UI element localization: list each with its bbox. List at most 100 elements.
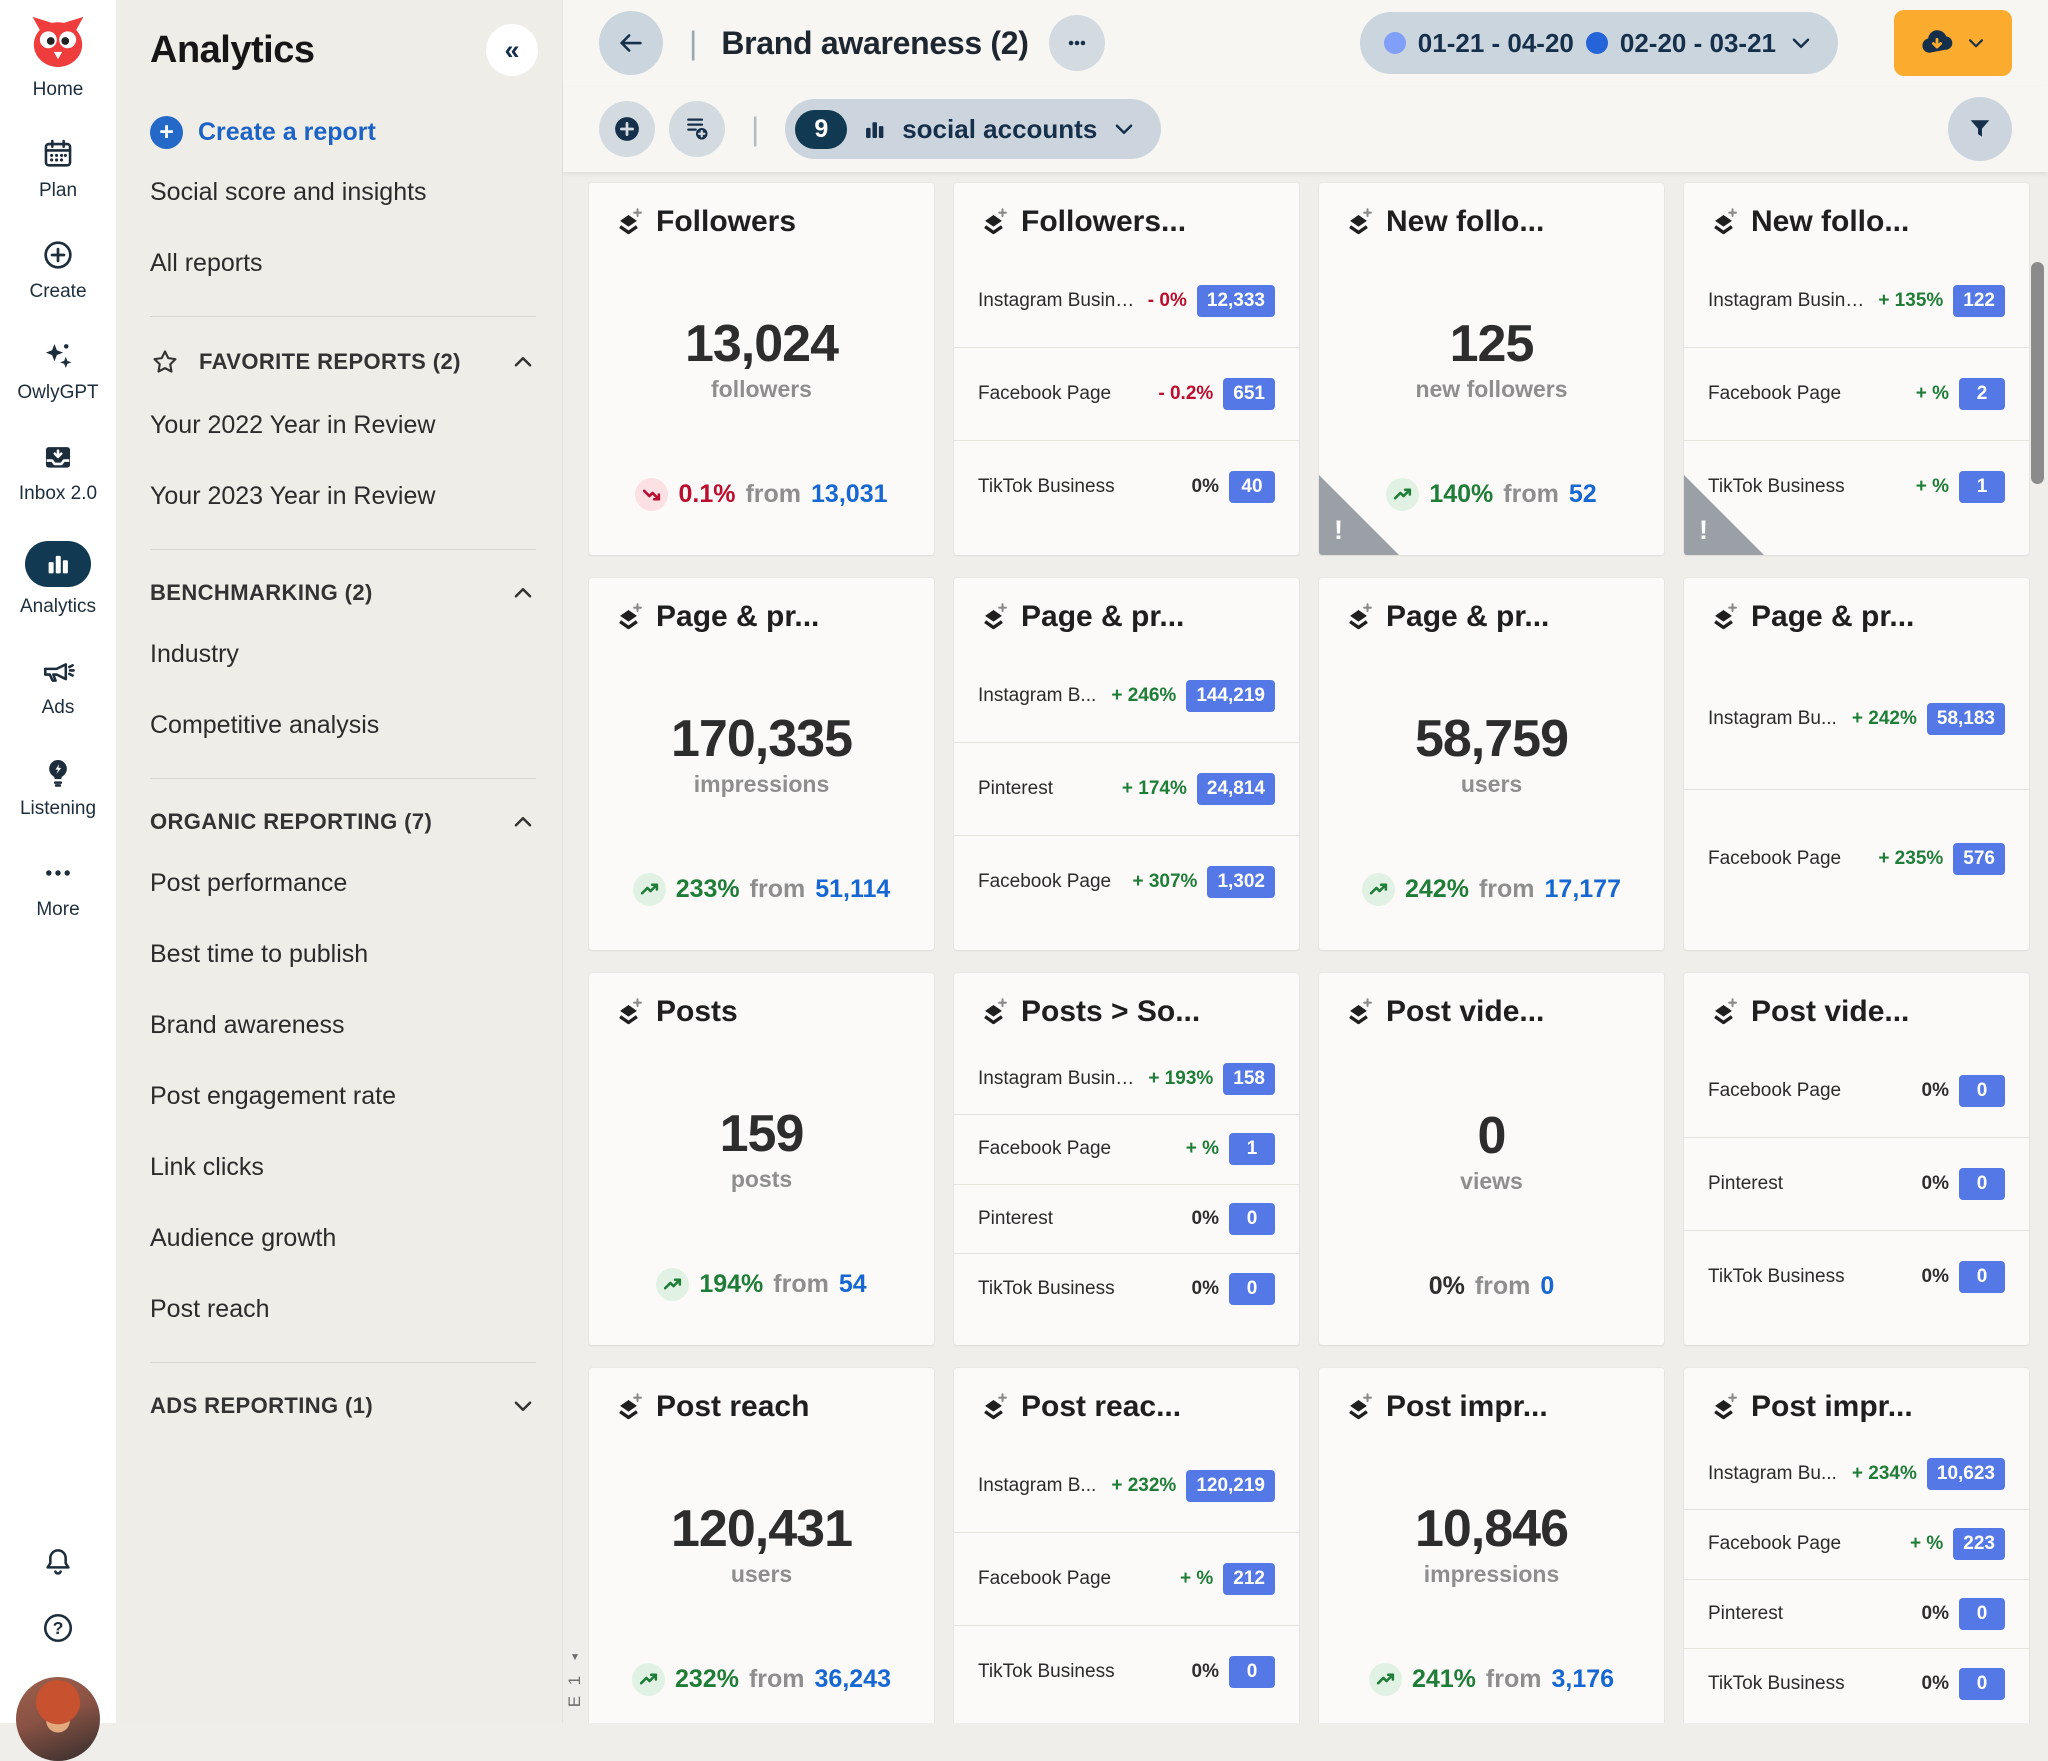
card-new-follo[interactable]: New follo... 125 new followers 140% from 52! — [1319, 183, 1664, 555]
filter-button[interactable] — [1948, 97, 2012, 161]
card-posts-so[interactable]: Posts > So... Instagram Business + 193% 158… — [954, 973, 1299, 1345]
rail-item-label: OwlyGPT — [17, 382, 99, 403]
metric-unit: users — [730, 1561, 793, 1587]
delta-from-label: from — [1474, 1272, 1531, 1300]
rail-item-listening[interactable]: Listening — [17, 755, 98, 820]
breakdown-row-tiktok-business: TikTok Business 0% 0 — [1684, 1648, 2029, 1718]
layers-icon — [613, 207, 644, 238]
card-header: Page & pr... — [1343, 600, 1640, 634]
breakdown-row-instagram-bu: Instagram Bu... + 234% 10,623 — [1684, 1440, 2029, 1509]
account-label: Instagram Business — [1708, 290, 1869, 311]
card-followers[interactable]: Followers... Instagram Business - 0% 12,333… — [954, 183, 1299, 555]
delta-previous-value: 0 — [1540, 1272, 1555, 1300]
card-followers[interactable]: Followers 13,024 followers 0.1% from 13,031 — [589, 183, 934, 555]
sidebar-item-audience-growth[interactable]: Audience growth — [150, 1224, 337, 1252]
layers-icon — [1708, 997, 1739, 1028]
rail-item-home[interactable]: Home — [17, 12, 98, 101]
card-page-pr[interactable]: Page & pr... 58,759 users 242% from 17,177 — [1319, 578, 1664, 950]
report-menu-button[interactable] — [1048, 15, 1105, 71]
delta-previous-value: 52 — [1568, 480, 1597, 508]
notifications-bell-icon[interactable] — [41, 1545, 75, 1579]
card-post-reac[interactable]: Post reac... Instagram B... + 232% 120,219 F… — [954, 1368, 1299, 1723]
sidebar-section-ads-reporting-1[interactable]: ADS REPORTING (1) — [150, 1380, 536, 1432]
trend-up-icon — [656, 1268, 690, 1301]
metric-value: 58,759 — [1414, 710, 1569, 768]
sidebar-section-organic-reporting-7[interactable]: ORGANIC REPORTING (7) — [150, 796, 536, 848]
date-range-selector[interactable]: 01-21 - 04-20 02-20 - 03-21 — [1359, 12, 1838, 74]
card-page-pr[interactable]: Page & pr... Instagram B... + 246% 144,219 P… — [954, 578, 1299, 950]
delta-percent: 232% — [675, 1665, 739, 1693]
card-post-impr[interactable]: Post impr... 10,846 impressions 241% from 3,1… — [1319, 1368, 1664, 1723]
card-title: Followers — [656, 205, 797, 238]
sidebar-item-competitive-analysis[interactable]: Competitive analysis — [150, 711, 380, 739]
account-label: TikTok Business — [978, 476, 1115, 497]
delta-percent: 194% — [699, 1270, 764, 1298]
help-icon[interactable]: ? — [41, 1611, 75, 1645]
rail-item-inbox[interactable]: Inbox 2.0 — [17, 440, 98, 505]
card-page-pr[interactable]: Page & pr... 170,335 impressions 233% from 51… — [589, 578, 934, 950]
row-percent: + % — [1915, 476, 1949, 497]
layers-icon — [978, 602, 1009, 633]
user-avatar[interactable] — [16, 1677, 100, 1761]
rail-item-create[interactable]: Create — [17, 238, 98, 303]
sidebar-item-your-2022-year-in-review[interactable]: Your 2022 Year in Review — [150, 411, 436, 439]
account-label: Facebook Page — [1708, 847, 1842, 869]
social-accounts-selector[interactable]: 9 social accounts — [785, 99, 1162, 159]
card-post-impr[interactable]: Post impr... Instagram Bu... + 234% 10,623 F… — [1684, 1368, 2029, 1723]
page-tab[interactable]: E 1 ▴ — [565, 1648, 585, 1707]
layers-icon — [1708, 207, 1739, 238]
sidebar-item-post-reach[interactable]: Post reach — [150, 1295, 270, 1323]
metric-value: 10,846 — [1414, 1500, 1569, 1558]
scrollbar-thumb[interactable] — [2031, 262, 2044, 484]
sidebar-item-brand-awareness[interactable]: Brand awareness — [150, 1011, 345, 1039]
row-percent: + % — [1915, 383, 1949, 404]
card-posts[interactable]: Posts 159 posts 194% from 54 — [589, 973, 934, 1345]
rail-item-more[interactable]: More — [17, 856, 98, 921]
sidebar-item-all-reports[interactable]: All reports — [150, 249, 263, 277]
sidebar-item-social-score-and-insights[interactable]: Social score and insights — [150, 178, 427, 206]
card-header: Post vide... — [1343, 995, 1640, 1029]
card-post-vide[interactable]: Post vide... 0 views 0% from 0 — [1319, 973, 1664, 1345]
card-page-pr[interactable]: Page & pr... Instagram Bu... + 242% 58,183 F… — [1684, 578, 2029, 950]
add-section-button[interactable] — [669, 101, 725, 157]
row-percent: + 235% — [1878, 847, 1944, 869]
back-button[interactable] — [599, 11, 663, 75]
rail-item-plan[interactable]: Plan — [17, 137, 98, 202]
cards-grid: Followers 13,024 followers 0.1% from 13,031 Fo… — [563, 172, 2048, 1723]
card-header: Followers — [613, 205, 910, 239]
row-percent: 0% — [1191, 1207, 1219, 1229]
card-title: Page & pr... — [1021, 600, 1185, 633]
rail-item-owlygpt[interactable]: OwlyGPT — [17, 339, 99, 404]
chevron-up-icon — [510, 349, 536, 375]
report-add-icon — [682, 114, 712, 144]
account-label: TikTok Business — [978, 1277, 1115, 1299]
rail-item-analytics[interactable]: Analytics — [17, 541, 98, 618]
row-percent: + 307% — [1132, 871, 1198, 892]
sidebar-item-your-2023-year-in-review[interactable]: Your 2023 Year in Review — [150, 482, 436, 510]
layers-icon — [1708, 1392, 1739, 1423]
create-report-button[interactable]: + Create a report — [150, 116, 562, 149]
card-new-follo[interactable]: New follo... Instagram Business + 135% 122 F… — [1684, 183, 2029, 555]
row-percent: 0% — [1921, 1602, 1949, 1624]
card-post-vide[interactable]: Post vide... Facebook Page 0% 0 Pinterest 0% 0… — [1684, 973, 2029, 1345]
sidebar-item-industry[interactable]: Industry — [150, 640, 239, 668]
collapse-sidebar-button[interactable]: « — [486, 24, 538, 76]
sidebar-section-benchmarking-2[interactable]: BENCHMARKING (2) — [150, 567, 536, 619]
metric-summary: 10,846 impressions — [1343, 1424, 1640, 1663]
sidebar-section-favorite-reports-2[interactable]: FAVORITE REPORTS (2) — [150, 334, 536, 390]
sidebar-item-link-clicks[interactable]: Link clicks — [150, 1153, 264, 1181]
breakdown-row-facebook-page: Facebook Page 0% 0 — [1684, 1045, 2029, 1137]
breakdown-rows: Instagram Bu... + 242% 58,183 Facebook Page… — [1684, 650, 2029, 928]
rail-item-ads[interactable]: Ads — [17, 654, 98, 719]
export-button[interactable] — [1894, 10, 2012, 76]
sidebar-item-post-performance[interactable]: Post performance — [150, 869, 348, 897]
sidebar-item-best-time-to-publish[interactable]: Best time to publish — [150, 940, 369, 968]
card-post-reach[interactable]: Post reach 120,431 users 232% from 36,243 — [589, 1368, 934, 1723]
sidebar-item-post-engagement-rate[interactable]: Post engagement rate — [150, 1082, 396, 1110]
card-header: New follo... — [1343, 205, 1640, 239]
trend-up-icon — [1362, 873, 1395, 906]
page-tab-label: E 1 — [565, 1672, 584, 1707]
add-tile-button[interactable] — [599, 101, 655, 157]
metric-unit: views — [1460, 1168, 1523, 1194]
date-range-1: 01-21 - 04-20 — [1417, 27, 1574, 58]
